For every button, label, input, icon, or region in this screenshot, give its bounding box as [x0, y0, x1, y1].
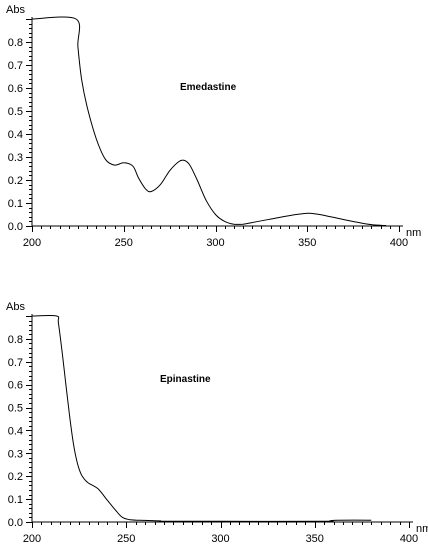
x-tick-label: 300: [206, 237, 224, 249]
y-tick-label: 0.2: [8, 471, 23, 483]
chart-panel-2: 0.0 0.1 0.2 0.3 0.4 0.5 0.6 0.7 0.8 200 250 300 350 4…: [6, 301, 428, 545]
y-tick-label: 0.2: [8, 175, 23, 187]
y-tick-label: 0.5: [8, 106, 23, 118]
y-tick-label: 0.0: [8, 517, 23, 529]
x-axis-title: nm: [406, 227, 421, 239]
y-tick-label: 0.3: [8, 152, 23, 164]
x-tick-label: 350: [298, 237, 316, 249]
y-tick-label: 0.7: [8, 60, 23, 72]
y-tick-label: 0.7: [8, 357, 23, 369]
y-tick-label: 0.8: [8, 37, 23, 49]
x-tick-label: 250: [117, 533, 135, 545]
y-tick-label: 0.4: [8, 129, 23, 141]
y-tick-label: 0.5: [8, 403, 23, 415]
x-axis-title: nm: [416, 523, 428, 535]
y-tick-label: 0.4: [8, 425, 23, 437]
compound-label: Emedastine: [180, 82, 237, 93]
x-tick-label: 200: [23, 237, 41, 249]
compound-label: Epinastine: [160, 374, 211, 385]
y-tick-label: 0.3: [8, 448, 23, 460]
y-tick-label: 0.1: [8, 494, 23, 506]
x-tick-label: 250: [115, 237, 133, 249]
x-tick-label: 200: [23, 533, 41, 545]
spectrum-line-1: [31, 16, 387, 226]
x-tick-label: 400: [400, 533, 418, 545]
spectrum-line-1: [31, 315, 372, 522]
y-tick-label: 0.6: [8, 83, 23, 95]
y-tick-label: 0.8: [8, 334, 23, 346]
x-tick-label: 300: [211, 533, 229, 545]
x-tick-label: 400: [390, 237, 408, 249]
y-tick-label: 0.0: [8, 221, 23, 233]
y-tick-label: 0.6: [8, 380, 23, 392]
chart-panel-1: 0.0 0.1 0.2 0.3 0.4 0.5 0.6 0.7 0.8 200 250 300 350 4…: [6, 4, 421, 249]
x-tick-label: 350: [306, 533, 324, 545]
y-axis-title: Abs: [6, 301, 25, 313]
y-axis-title: Abs: [6, 4, 25, 16]
y-tick-label: 0.1: [8, 198, 23, 210]
